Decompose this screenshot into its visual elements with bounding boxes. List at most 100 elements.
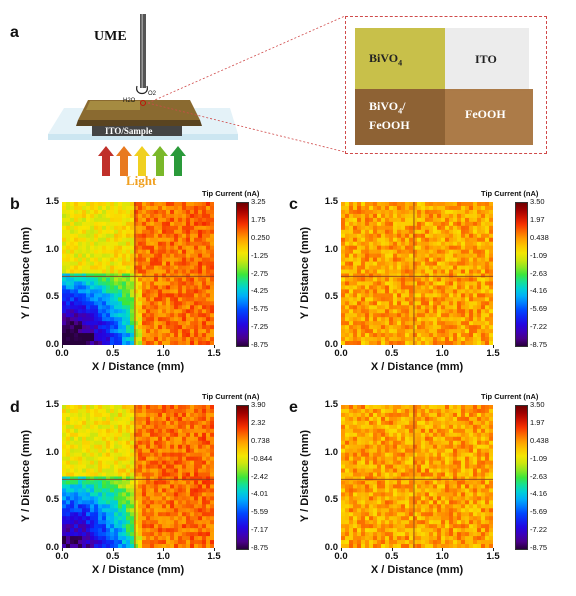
- heatmap-cell: [182, 496, 187, 501]
- heatmap-cell: [353, 273, 358, 278]
- heatmap-cell: [417, 412, 422, 418]
- heatmap-cell: [385, 202, 390, 207]
- heatmap-cell: [353, 436, 358, 442]
- heatmap-cell: [114, 253, 119, 259]
- heatmap-cell: [401, 261, 406, 267]
- heatmap-cell: [437, 281, 442, 286]
- heatmap-cell: [198, 405, 203, 410]
- heatmap-cell: [166, 221, 171, 227]
- heatmap-cell: [98, 293, 103, 298]
- heatmap-cell: [210, 237, 214, 243]
- heatmap-cell: [445, 205, 450, 211]
- heatmap-cell: [477, 233, 482, 239]
- heatmap-cell: [369, 405, 374, 410]
- heatmap-cell: [469, 297, 474, 302]
- heatmap-cell: [178, 472, 183, 477]
- heatmap-cell: [162, 452, 167, 458]
- heatmap-cell: [445, 405, 450, 410]
- heatmap-cell: [357, 241, 362, 247]
- heatmap-cell: [110, 229, 115, 235]
- heatmap-cell: [206, 516, 211, 521]
- heatmap-cell: [162, 213, 167, 219]
- heatmap-cell: [182, 492, 187, 497]
- heatmap-cell: [453, 301, 458, 306]
- heatmap-cell: [194, 293, 199, 298]
- heatmap-cell: [381, 261, 386, 267]
- heatmap-cell: [485, 460, 490, 466]
- heatmap-d: [62, 405, 214, 548]
- heatmap-cell: [78, 460, 83, 466]
- heatmap-cell: [437, 249, 442, 255]
- heatmap-cell: [146, 301, 151, 306]
- heatmap-cell: [373, 293, 378, 298]
- heatmap-cell: [130, 488, 135, 493]
- heatmap-cell: [194, 436, 199, 442]
- heatmap-cell: [166, 424, 171, 430]
- heatmap-cell: [485, 313, 490, 318]
- heatmap-cell: [393, 420, 398, 426]
- heatmap-cell: [158, 544, 163, 548]
- heatmap-cell: [377, 476, 382, 481]
- heatmap-cell: [162, 476, 167, 481]
- heatmap-cell: [489, 460, 493, 466]
- heatmap-cell: [417, 269, 422, 274]
- heatmap-cell: [477, 205, 482, 211]
- heatmap-cell: [401, 333, 406, 338]
- heatmap-cell: [102, 476, 107, 481]
- heatmap-cell: [78, 536, 83, 541]
- heatmap-cell: [174, 245, 179, 251]
- heatmap-cell: [138, 512, 143, 517]
- heatmap-cell: [210, 516, 214, 521]
- heatmap-cell: [122, 221, 127, 227]
- heatmap-cell: [361, 333, 366, 338]
- heatmap-cell: [138, 313, 143, 318]
- heatmap-cell: [413, 257, 418, 263]
- heatmap-cell: [194, 265, 199, 271]
- heatmap-cell: [393, 221, 398, 227]
- heatmap-cell: [489, 432, 493, 438]
- heatmap-cell: [202, 468, 207, 474]
- heatmap-cell: [90, 424, 95, 430]
- heatmap-cell: [98, 329, 103, 334]
- heatmap-cell: [130, 265, 135, 271]
- heatmap-cell: [106, 281, 111, 286]
- heatmap-cell: [126, 492, 131, 497]
- heatmap-cell: [345, 317, 350, 322]
- heatmap-cell: [461, 257, 466, 263]
- bivo4-label: BiVO: [369, 51, 399, 65]
- heatmap-cell: [437, 309, 442, 314]
- heatmap-cell: [90, 492, 95, 497]
- heatmap-cell: [66, 532, 71, 537]
- heatmap-cell: [62, 209, 67, 215]
- heatmap-cell: [365, 285, 370, 290]
- heatmap-cell: [393, 257, 398, 263]
- heatmap-cell: [373, 237, 378, 243]
- heatmap-cell: [393, 261, 398, 267]
- heatmap-cell: [166, 536, 171, 541]
- heatmap-cell: [445, 333, 450, 338]
- heatmap-cell: [453, 217, 458, 223]
- heatmap-cell: [190, 245, 195, 251]
- heatmap-cell: [150, 273, 155, 278]
- heatmap-cell: [70, 329, 75, 334]
- heatmap-cell: [437, 301, 442, 306]
- heatmap-cell: [154, 221, 159, 227]
- heatmap-cell: [130, 460, 135, 466]
- heatmap-cell: [62, 273, 67, 278]
- heatmap-cell: [142, 456, 147, 462]
- heatmap-cell: [469, 448, 474, 454]
- heatmap-cell: [134, 432, 139, 438]
- heatmap-cell: [445, 229, 450, 235]
- heatmap-cell: [82, 420, 87, 426]
- heatmap-cell: [413, 277, 418, 282]
- heatmap-cell: [166, 412, 171, 418]
- heatmap-cell: [74, 285, 79, 290]
- heatmap-cell: [126, 321, 131, 326]
- heatmap-cell: [433, 416, 438, 422]
- heatmap-cell: [481, 460, 486, 466]
- heatmap-cell: [441, 460, 446, 466]
- heatmap-cell: [433, 476, 438, 481]
- heatmap-cell: [142, 492, 147, 497]
- heatmap-cell: [198, 496, 203, 501]
- heatmap-cell: [341, 329, 346, 334]
